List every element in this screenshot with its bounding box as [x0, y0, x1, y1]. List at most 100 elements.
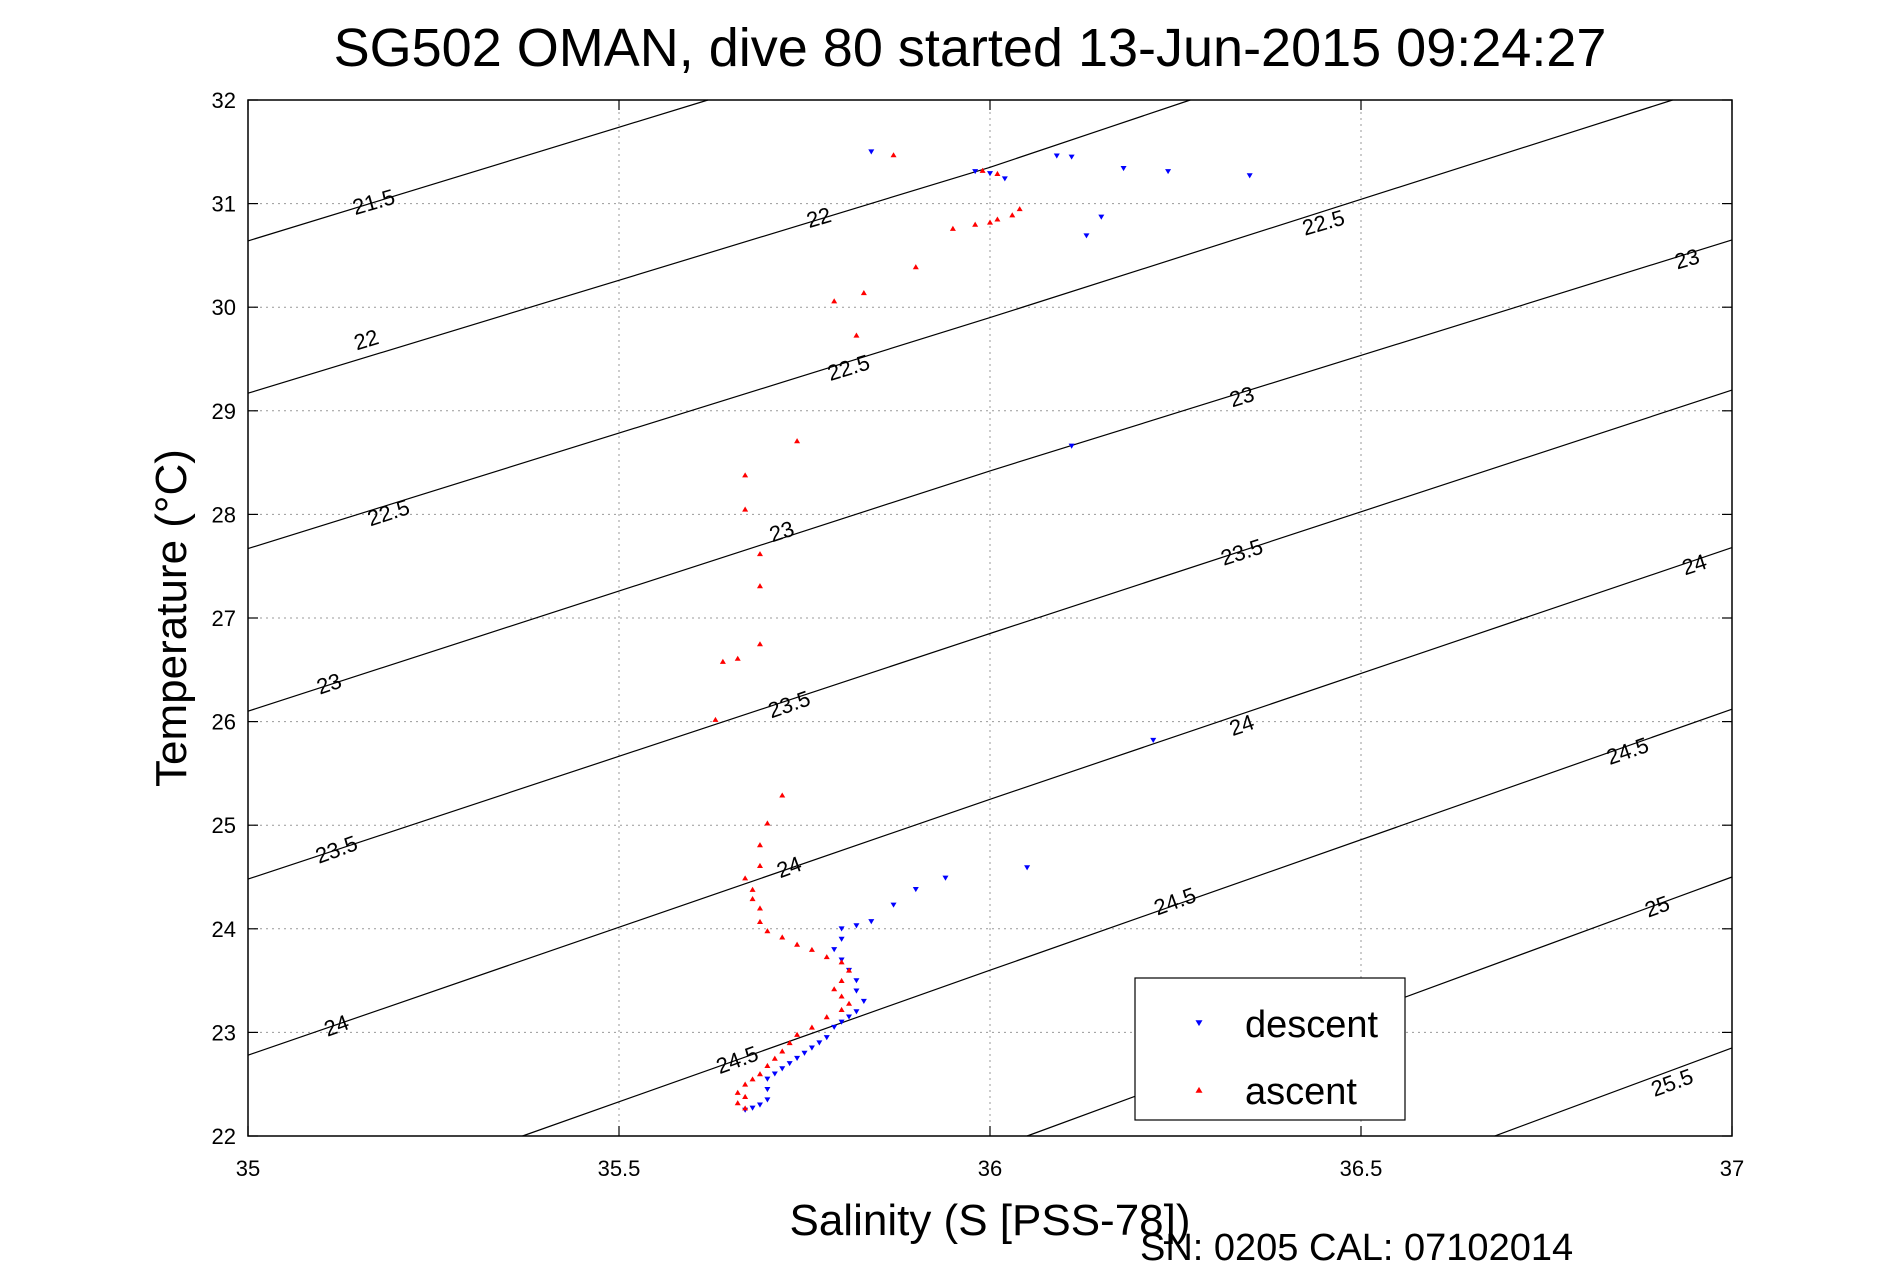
ascent-point [808, 1024, 815, 1030]
ascent-point [838, 993, 845, 999]
y-tick-label: 32 [212, 88, 236, 113]
x-axis-label: Salinity (S [PSS-78]) [789, 1196, 1190, 1245]
descent-point [756, 1102, 763, 1108]
ascent-point [838, 977, 845, 983]
ascent-point [771, 1055, 778, 1061]
density-contour-24 [247, 547, 1733, 1056]
descent-point [1053, 153, 1060, 159]
x-tick-label: 35 [236, 1156, 260, 1181]
x-tick-label: 36 [978, 1156, 1002, 1181]
descent-point [1120, 165, 1127, 172]
ascent-point [749, 1076, 756, 1082]
descent-point [1098, 214, 1105, 220]
descent-point [1246, 173, 1253, 179]
descent-point [764, 1097, 771, 1103]
ascent-point [742, 875, 749, 881]
y-tick-label: 26 [212, 710, 236, 735]
ascent-point [779, 792, 786, 798]
y-tick-label: 31 [212, 192, 236, 217]
ascent-point [846, 1000, 853, 1006]
legend-box [1134, 977, 1406, 1121]
descent-point [853, 978, 860, 984]
descent-point [1150, 737, 1157, 743]
legend-label-ascent: ascent [1245, 1071, 1357, 1113]
ascent-point [994, 216, 1001, 222]
ascent-point [823, 1014, 830, 1020]
ascent-point [794, 941, 801, 947]
ascent-point [742, 1081, 749, 1087]
y-tick-label: 22 [212, 1124, 236, 1149]
descent-point [779, 1066, 786, 1072]
x-tick-label: 37 [1720, 1156, 1744, 1181]
y-tick-label: 24 [212, 917, 236, 942]
descent-point [831, 1024, 838, 1030]
ascent-point [756, 918, 763, 924]
ascent-point [749, 896, 756, 902]
descent-point [942, 875, 949, 881]
ascent-point [890, 152, 897, 158]
legend-marker-ascent [1195, 1086, 1203, 1093]
ascent-point [994, 170, 1001, 176]
density-contour-22.5 [247, 99, 1673, 550]
ascent-point [742, 472, 749, 478]
descent-point [912, 887, 919, 893]
descent-point [838, 936, 845, 942]
ascent-point [823, 954, 830, 960]
density-contour-23 [247, 239, 1733, 712]
ascent-point [779, 1048, 786, 1054]
density-contour-25.5 [1494, 1047, 1733, 1137]
y-tick-label: 30 [212, 295, 236, 320]
y-tick-label: 28 [212, 502, 236, 527]
descent-point [1001, 176, 1008, 182]
ascent-point [794, 438, 801, 444]
ascent-point [742, 506, 749, 512]
ascent-point [742, 1105, 749, 1111]
descent-point [786, 1061, 793, 1067]
ascent-point [1009, 212, 1016, 218]
y-tick-label: 27 [212, 606, 236, 631]
ascent-point [846, 967, 853, 973]
y-axis-ticks: 22 23 24 25 26 27 28 29 30 31 32 [212, 88, 1732, 1149]
descent-point [1083, 233, 1090, 239]
serial-calibration-footer: SN: 0205 CAL: 07102014 [1140, 1227, 1573, 1262]
ascent-point [794, 1031, 801, 1037]
density-contours [247, 99, 1733, 1137]
ascent-point [734, 1089, 741, 1095]
ascent-point [860, 289, 867, 296]
descent-point [1165, 169, 1172, 175]
descent-point [838, 926, 845, 932]
descent-point [831, 947, 838, 953]
density-contour-21.5 [247, 99, 709, 242]
ascent-point [779, 934, 786, 940]
descent-point [1068, 443, 1075, 449]
ascent-point [734, 1100, 741, 1106]
y-tick-label: 29 [212, 399, 236, 424]
ascent-point [756, 641, 763, 647]
ascent-point [756, 862, 763, 869]
density-contour-22 [247, 99, 1191, 394]
descent-point [853, 988, 860, 994]
chart-title: SG502 OMAN, dive 80 started 13-Jun-2015 … [334, 18, 1607, 78]
ascent-point [719, 658, 726, 664]
ascent-point [831, 298, 838, 304]
descent-point [816, 1040, 823, 1046]
ascent-point [742, 1093, 749, 1100]
ascent-point [756, 842, 763, 848]
descent-point [823, 1035, 830, 1041]
x-tick-label: 36.5 [1340, 1156, 1383, 1181]
y-tick-label: 25 [212, 813, 236, 838]
descent-point [987, 171, 993, 177]
descent-point [1024, 865, 1031, 871]
ascent-point [972, 221, 979, 227]
x-axis-ticks: 35 35.5 36 36.5 37 [236, 100, 1744, 1181]
ascent-point [756, 551, 763, 557]
legend-label-descent: descent [1245, 1004, 1379, 1046]
descent-point [771, 1071, 778, 1077]
legend-marker-descent [1195, 1020, 1203, 1027]
ascent-point [1016, 206, 1023, 212]
descent-point [890, 902, 897, 908]
legend: descent ascent [1134, 977, 1406, 1121]
y-tick-label: 23 [212, 1020, 236, 1045]
ascent-point [764, 820, 771, 826]
